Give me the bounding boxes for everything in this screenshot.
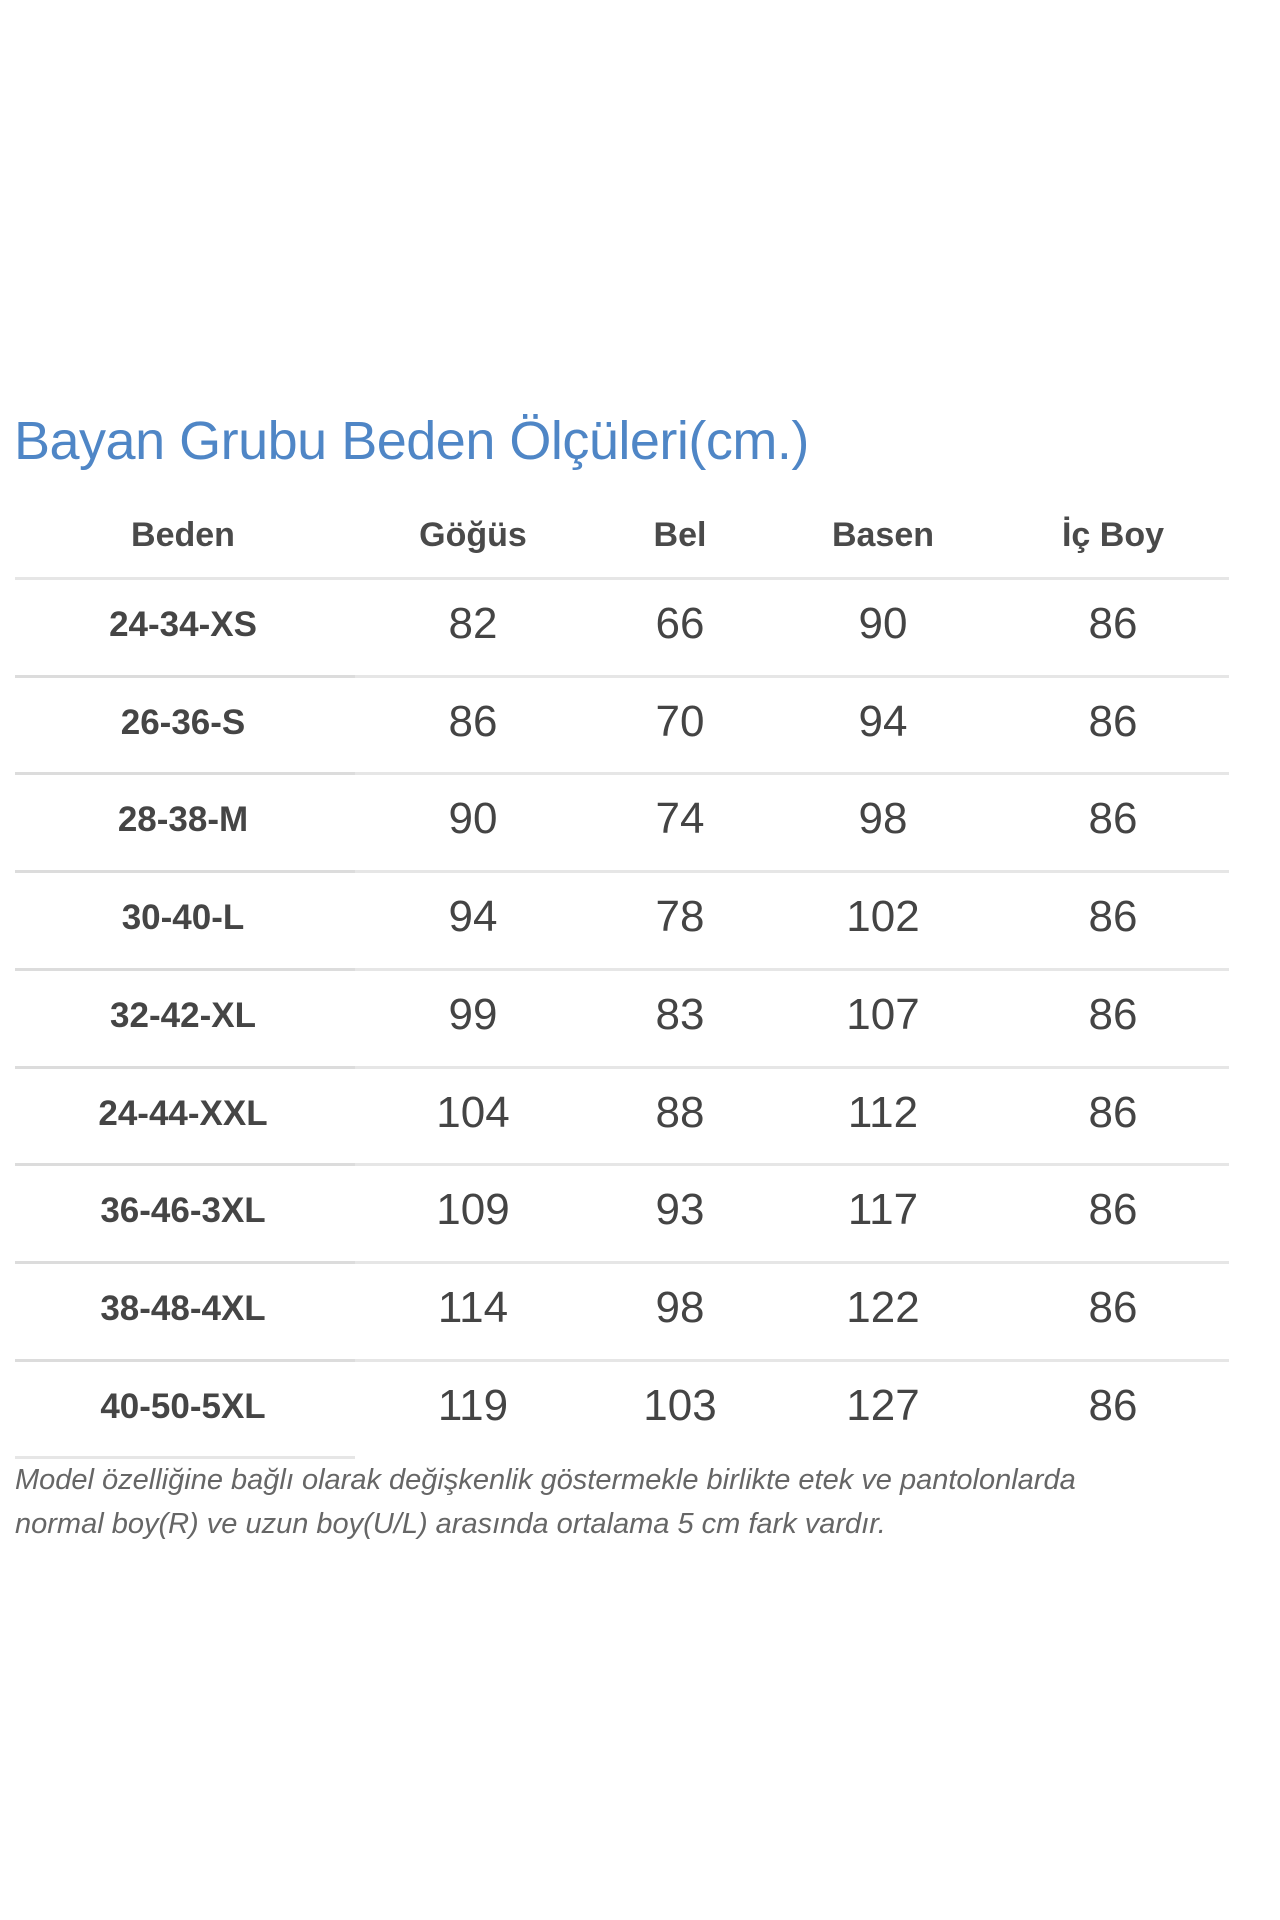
bel-value: 66 [655,599,705,648]
row-divider [15,967,1229,971]
divider-accent [15,674,355,678]
ic-boy-value: 86 [1088,892,1138,942]
table-bottom-divider [15,1456,355,1460]
bel-value: 83 [655,989,705,1039]
row-divider [15,870,1229,874]
table-row: 36-46-3XL 109 93 117 86 [15,1163,1229,1261]
row-divider [15,1065,1229,1069]
divider-accent [15,772,355,776]
table-row: 38-48-4XL 114 98 122 86 [15,1261,1229,1359]
divider-accent [15,1358,355,1362]
size-label: 32-42-XL [110,995,256,1035]
gogus-value: 104 [436,1087,510,1137]
footnote: Model özelliğine bağlı olarak değişkenli… [15,1458,1255,1546]
bel-value: 103 [643,1380,717,1430]
ic-boy-value: 86 [1088,989,1138,1039]
gogus-value: 109 [436,1185,510,1235]
gogus-value: 114 [437,1282,509,1332]
basen-value: 98 [858,794,908,844]
basen-value: 127 [846,1380,920,1430]
gogus-value: 86 [448,696,498,746]
ic-boy-value: 86 [1088,599,1138,648]
row-divider [15,1260,1229,1264]
table-header: Beden Göğüs Bel Basen İç Boy [15,510,1229,570]
basen-value: 90 [858,599,908,648]
bel-value: 98 [655,1282,705,1332]
ic-boy-value: 86 [1088,1087,1138,1137]
gogus-value: 99 [448,989,498,1039]
row-divider [15,577,1229,580]
size-label: 24-44-XXL [98,1093,268,1133]
table-row: 28-38-M 90 74 98 86 [15,772,1229,870]
header-ic-boy: İç Boy [1061,516,1165,554]
gogus-value: 94 [448,892,498,942]
header-bel: Bel [653,516,707,554]
divider-accent [15,1260,355,1264]
footnote-line-2: normal boy(R) ve uzun boy(U/L) arasında … [15,1508,886,1540]
size-label: 26-36-S [120,702,246,742]
basen-value: 112 [847,1087,919,1137]
table-row: 30-40-L 94 78 102 86 [15,870,1229,968]
size-label: 28-38-M [117,800,249,840]
gogus-value: 82 [448,599,498,648]
ic-boy-value: 86 [1088,1185,1138,1235]
table-row: 24-44-XXL 104 88 112 86 [15,1066,1229,1164]
row-divider [15,674,1229,678]
gogus-value: 119 [437,1380,509,1430]
header-basen: Basen [831,516,935,554]
size-label: 36-46-3XL [100,1191,266,1231]
header-beden: Beden [131,516,235,554]
size-label: 38-48-4XL [100,1288,266,1328]
size-label: 24-34-XS [109,605,257,644]
ic-boy-value: 86 [1088,696,1138,746]
bel-value: 74 [655,794,705,844]
table-row: 40-50-5XL 119 103 127 86 [15,1359,1229,1457]
row-divider [15,1358,1229,1362]
divider-accent [15,1163,355,1167]
table-row: 32-42-XL 99 83 107 86 [15,968,1229,1066]
basen-value: 122 [846,1282,920,1332]
header-gogus: Göğüs [419,516,527,554]
bel-value: 93 [655,1185,705,1235]
page-title: Bayan Grubu Beden Ölçüleri(cm.) [14,411,809,471]
basen-value: 102 [846,892,920,942]
table-row: 24-34-XS 82 66 90 86 [15,577,1229,675]
size-label: 30-40-L [121,898,245,938]
size-label: 40-50-5XL [100,1386,266,1426]
bel-value: 78 [655,892,705,942]
footnote-line-1: Model özelliğine bağlı olarak değişkenli… [15,1464,1076,1496]
row-divider [15,1163,1229,1167]
ic-boy-value: 86 [1088,794,1138,844]
table-row: 26-36-S 86 70 94 86 [15,675,1229,773]
divider-accent [15,1065,355,1069]
basen-value: 117 [847,1185,919,1235]
bel-value: 70 [655,696,705,746]
divider-accent [15,967,355,971]
bel-value: 88 [655,1087,705,1137]
gogus-value: 90 [448,794,498,844]
ic-boy-value: 86 [1088,1380,1138,1430]
ic-boy-value: 86 [1088,1282,1138,1332]
basen-value: 107 [846,989,920,1039]
row-divider [15,772,1229,776]
basen-value: 94 [858,696,908,746]
divider-accent [15,870,355,874]
